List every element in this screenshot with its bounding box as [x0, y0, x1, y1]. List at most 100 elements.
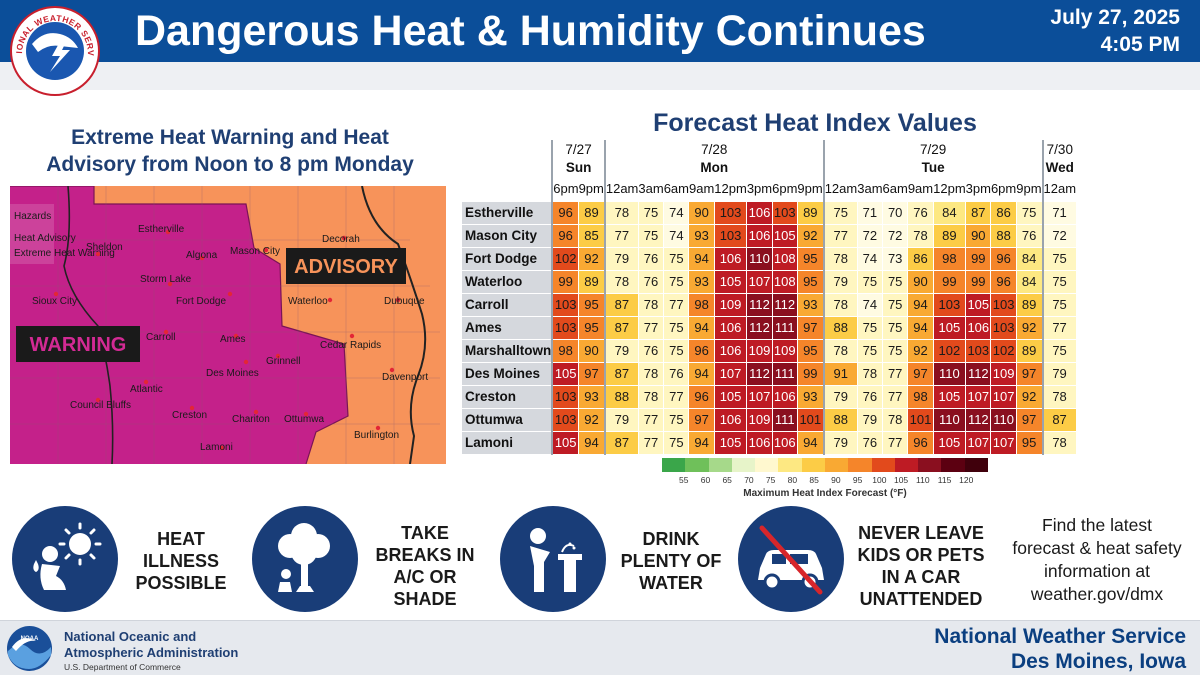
heat-index-cell: 76 [856, 384, 884, 409]
heat-index-cell: 78 [637, 292, 665, 317]
hazard-map: Hazards Heat Advisory Extreme Heat Warni… [10, 186, 446, 464]
heat-index-cell: 88 [603, 384, 639, 409]
heat-index-cell: 89 [1015, 292, 1044, 317]
heat-index-cell: 76 [663, 361, 690, 386]
table-row: Ottumwa 103 92 79 77 75 97 106 109 111 101 88 79 78 10… [461, 407, 1077, 432]
heat-index-cell: 74 [663, 223, 690, 248]
heat-index-cell: 97 [1015, 361, 1044, 386]
map-city: Atlantic [130, 384, 163, 395]
legend-swatch [662, 458, 686, 472]
legend-swatch [755, 458, 779, 472]
heat-index-cell: 103 [713, 223, 748, 248]
heat-index-cell: 109 [746, 338, 773, 363]
heat-index-cell: 71 [1041, 200, 1077, 225]
heat-index-cell: 77 [882, 384, 909, 409]
city-name: Estherville [461, 200, 553, 225]
header-bar [0, 0, 1200, 62]
heat-index-cell: 112 [965, 407, 992, 432]
legend-tick: 70 [744, 475, 754, 485]
heat-index-cell: 90 [578, 338, 606, 363]
heat-index-cell: 78 [1041, 430, 1077, 455]
heat-index-cell: 105 [551, 361, 580, 386]
heat-index-cell: 79 [822, 430, 858, 455]
city-name: Ames [461, 315, 553, 340]
map-city: Carroll [146, 332, 175, 343]
tip-take-breaks: TAKE BREAKS IN A/C OR SHADE [370, 522, 480, 610]
find-line: Find the latest [1042, 515, 1152, 535]
issue-timestamp: July 27, 2025 4:05 PM [1010, 4, 1180, 58]
office-line: National Weather Service [934, 625, 1186, 648]
tip-line: HEAT [157, 529, 205, 549]
heat-index-cell: 95 [796, 269, 825, 294]
hour-label: 9am [907, 177, 934, 201]
heat-index-cell: 88 [822, 315, 858, 340]
map-city: Davenport [382, 372, 428, 383]
heat-index-cell: 79 [822, 269, 858, 294]
city-name: Des Moines [461, 361, 553, 386]
heat-index-cell: 89 [578, 200, 606, 225]
date-label: 7/29 [822, 140, 1043, 158]
heat-index-cell: 97 [578, 361, 606, 386]
map-legend-warning: Extreme Heat Warning [14, 248, 115, 259]
heat-index-cell: 87 [965, 200, 992, 225]
heat-index-cell: 75 [1041, 246, 1077, 271]
heat-index-cell: 89 [1015, 338, 1044, 363]
website-link[interactable]: weather.gov/dmx [1030, 584, 1164, 604]
legend-swatch [964, 458, 988, 472]
tip-line: DRINK [642, 529, 700, 549]
heat-index-cell: 89 [932, 223, 967, 248]
map-city: Sheldon [86, 242, 123, 253]
heat-index-cell: 106 [746, 223, 773, 248]
tip-line: BREAKS IN [375, 545, 475, 565]
map-city: Creston [172, 410, 207, 421]
tip-line: ILLNESS [142, 551, 219, 571]
heat-index-cell: 78 [637, 384, 665, 409]
date-label: 7/28 [603, 140, 824, 158]
heat-index-cell: 94 [688, 430, 715, 455]
map-city: Council Bluffs [70, 400, 131, 411]
heat-index-cell: 96 [551, 200, 580, 225]
map-title: Extreme Heat Warning and Heat Advisory f… [10, 124, 450, 178]
heat-index-cell: 103 [965, 338, 992, 363]
tip-line: NEVER LEAVE [858, 523, 984, 543]
tip-line: TAKE [401, 523, 449, 543]
map-city: Waterloo [288, 296, 328, 307]
date-label: 7/30 [1041, 140, 1077, 158]
heat-index-cell: 99 [965, 269, 992, 294]
heat-index-cell: 89 [796, 200, 825, 225]
heat-index-cell: 106 [746, 200, 773, 225]
legend-swatch [918, 458, 942, 472]
city-name: Marshalltown [461, 338, 553, 363]
map-city: Decorah [322, 234, 360, 245]
heat-index-cell: 75 [882, 315, 909, 340]
find-line: information at [1043, 561, 1151, 581]
legend-swatch [708, 458, 732, 472]
heat-index-cell: 75 [663, 269, 690, 294]
heat-index-cell: 78 [603, 269, 639, 294]
heat-index-cell: 78 [1041, 384, 1077, 409]
heat-index-cell: 88 [990, 223, 1017, 248]
heat-index-cell: 77 [663, 292, 690, 317]
noaa-logo-text: NOAA [21, 636, 39, 642]
map-city: Grinnell [266, 356, 300, 367]
hour-label: 3am [857, 177, 883, 201]
heat-index-cell: 105 [932, 315, 967, 340]
heat-index-cell: 99 [551, 269, 580, 294]
legend-tick: 75 [765, 475, 776, 485]
heat-index-cell: 92 [796, 223, 825, 248]
heat-index-cell: 106 [713, 407, 748, 432]
city-name: Creston [461, 384, 553, 409]
heat-index-cell: 95 [578, 292, 606, 317]
map-city: Des Moines [206, 368, 259, 379]
heat-index-cell: 103 [713, 200, 748, 225]
legend-tick: 80 [787, 475, 798, 485]
heat-index-cell: 102 [551, 246, 580, 271]
map-city: Chariton [232, 414, 270, 425]
hour-label: 12am [1041, 177, 1077, 201]
heat-index-cell: 76 [907, 200, 934, 225]
heat-index-cell: 77 [882, 430, 909, 455]
heat-index-cell: 75 [663, 246, 690, 271]
heat-index-cell: 105 [932, 430, 967, 455]
heat-index-cell: 98 [907, 384, 934, 409]
map-legend-hazards: Hazards [14, 211, 51, 222]
